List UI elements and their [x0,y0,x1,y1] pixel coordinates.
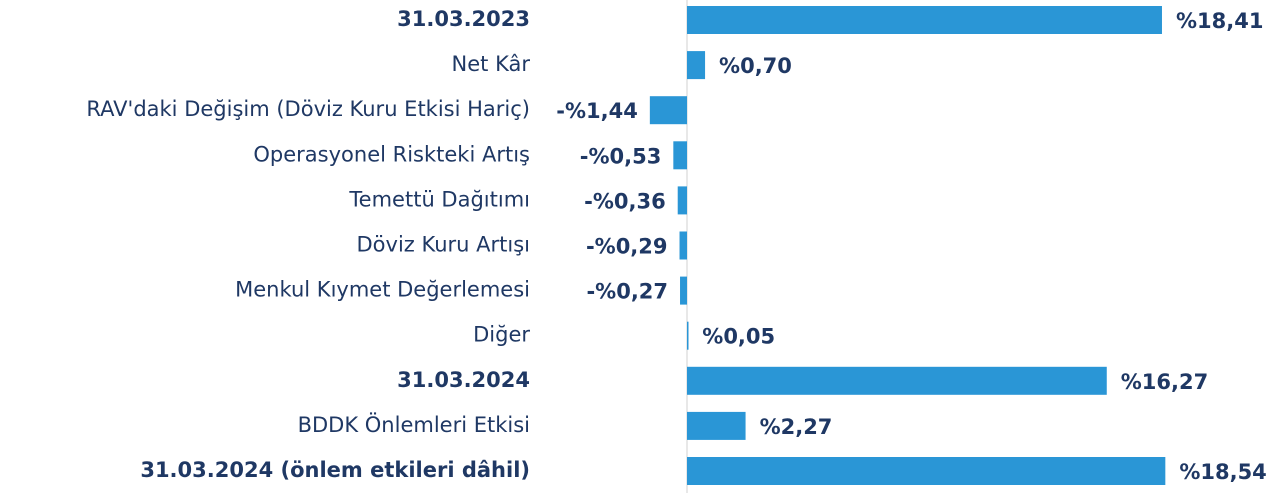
category-label: Net Kâr [452,52,531,76]
category-label: Menkul Kıymet Değerlemesi [235,278,530,302]
value-label: %18,54 [1179,460,1266,484]
bar [649,96,687,125]
bar [679,231,687,260]
bar [687,6,1162,34]
value-label: %2,27 [760,415,833,439]
bar [687,321,689,350]
value-label: -%0,27 [586,280,668,304]
bar [673,141,687,170]
category-label: 31.03.2023 [397,7,530,31]
value-label: %16,27 [1121,370,1208,394]
bar [677,186,687,215]
category-label: BDDK Önlemleri Etkisi [298,412,530,437]
category-label: 31.03.2024 [397,368,530,392]
bar [680,276,687,305]
category-label: Döviz Kuru Artışı [357,233,530,257]
value-label: %18,41 [1176,9,1263,33]
bar [687,51,706,80]
value-label: -%0,53 [580,144,662,168]
value-label: -%1,44 [556,99,638,123]
category-label: Temettü Dağıtımı [348,187,530,211]
value-label: %0,70 [719,54,792,78]
value-label: -%0,36 [584,189,666,213]
bar [687,411,746,440]
bar [687,457,1166,485]
bar [687,366,1107,395]
category-label: RAV'daki Değişim (Döviz Kuru Etkisi Hari… [86,97,530,121]
category-label: Diğer [473,323,530,347]
category-label: 31.03.2024 (önlem etkileri dâhil) [140,458,530,482]
category-label: Operasyonel Riskteki Artış [253,142,530,166]
value-label: %0,05 [702,325,775,349]
value-label: -%0,29 [586,235,668,259]
